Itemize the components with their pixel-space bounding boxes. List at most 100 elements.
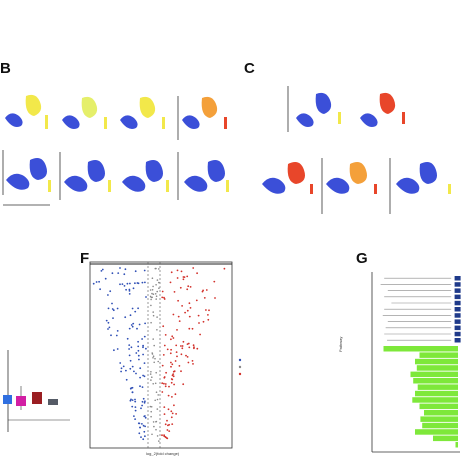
volcano-point-down [107, 294, 109, 296]
volcano-point-up [171, 423, 174, 425]
volcano-point-down [130, 324, 133, 326]
volcano-point-down [125, 288, 127, 291]
volcano-point-up [173, 383, 176, 386]
g-bar-green [433, 435, 458, 442]
volcano-point-ns [157, 360, 159, 363]
volcano-point-down [131, 365, 134, 368]
volcano-point-up [171, 363, 174, 366]
volcano-point-up [187, 285, 190, 288]
volcano-point-up [164, 383, 167, 385]
volcano-point-ns [156, 290, 158, 293]
volcano-point-down [137, 354, 140, 357]
volcano-point-ns [151, 289, 154, 291]
volcano-point-up [172, 313, 175, 316]
volcano-point-down [138, 358, 140, 361]
volcano-point-up [186, 356, 189, 358]
volcano-point-up [170, 271, 173, 274]
volcano-point-down [131, 399, 134, 401]
volcano-point-down [128, 290, 131, 292]
volcano-point-down [100, 270, 103, 272]
volcano-point-up [169, 281, 172, 284]
volcano-point-down [142, 353, 145, 356]
volcano-point-down [135, 372, 137, 375]
volcano-point-down [119, 283, 121, 286]
volcano-point-up [167, 408, 170, 411]
volcano-point-ns [156, 279, 159, 281]
box-2 [16, 396, 26, 406]
volcano-point-down [107, 307, 110, 310]
volcano-point-ns [155, 298, 157, 300]
volcano-point-up [174, 360, 177, 362]
volcano-point-down [128, 354, 131, 357]
box-plot-e [3, 350, 70, 432]
volcano-point-up [161, 290, 164, 293]
volcano-point-down [142, 346, 144, 349]
volcano-point-down [129, 314, 132, 317]
volcano-point-ns [156, 435, 159, 437]
volcano-point-up [177, 299, 180, 302]
volcano-point-down [115, 334, 118, 337]
volcano-point-ns [154, 382, 157, 385]
volcano-point-down [131, 307, 134, 310]
volcano-point-up [170, 348, 173, 351]
g-bar-green [424, 410, 458, 416]
volcano-point-ns [154, 357, 156, 360]
g-bar-green [417, 384, 458, 390]
volcano-point-down [144, 400, 146, 403]
volcano-point-up [163, 406, 166, 408]
volcano-point-ns [151, 376, 153, 379]
volcano-point-ns [153, 425, 155, 428]
volcano-point-up [166, 437, 169, 440]
volcano-point-down [125, 369, 127, 372]
volcano-point-down [140, 436, 142, 438]
volcano-point-down [138, 422, 141, 425]
volcano-point-ns [149, 289, 152, 291]
volcano-point-down [110, 334, 112, 337]
volcano-point-up [180, 370, 182, 373]
volcano-point-ns [153, 344, 155, 347]
volcano-point-up [168, 430, 171, 432]
volcano-point-up [163, 434, 166, 436]
volcano-point-down [144, 322, 147, 325]
volcano-point-ns [158, 268, 160, 270]
volcano-point-up [171, 412, 174, 415]
volcano-point-down [142, 397, 145, 400]
g-bar-navy [454, 313, 461, 318]
volcano-point-ns [149, 373, 152, 375]
volcano-point-down [135, 352, 138, 354]
volcano-point-ns [156, 316, 158, 318]
g-bar-green [415, 358, 458, 365]
volcano-point-up [181, 305, 184, 307]
g-bar-navy [454, 338, 461, 343]
g-bar-navy [454, 276, 461, 281]
volcano-point-up [163, 296, 165, 299]
volcano-point-up [208, 309, 210, 312]
volcano-point-up [187, 342, 190, 345]
volcano-point-down [113, 349, 115, 352]
volcano-point-up [205, 309, 207, 311]
volcano-point-ns [150, 321, 152, 324]
volcano-point-up [170, 365, 172, 368]
umap-c-3 [262, 162, 313, 194]
volcano-point-down [141, 404, 144, 407]
volcano-point-up [186, 309, 189, 312]
volcano-point-down [145, 347, 147, 350]
volcano-point-up [161, 391, 164, 393]
volcano-point-down [141, 400, 144, 403]
volcano-point-up [196, 347, 199, 350]
volcano-point-down [134, 409, 137, 412]
volcano-point-down [136, 327, 138, 330]
volcano-point-up [197, 314, 200, 317]
volcano-point-down [130, 387, 133, 389]
volcano-point-down [122, 365, 125, 368]
volcano-point-up [168, 423, 171, 426]
volcano-point-up [161, 434, 163, 437]
volcano-point-down [141, 338, 144, 340]
volcano-point-down [139, 426, 141, 429]
volcano-point-down [142, 438, 145, 441]
volcano-point-up [168, 385, 170, 388]
volcano-point-ns [150, 298, 152, 301]
volcano-point-down [123, 273, 126, 276]
volcano-point-up [192, 363, 194, 365]
umap-b-3 [120, 96, 165, 129]
